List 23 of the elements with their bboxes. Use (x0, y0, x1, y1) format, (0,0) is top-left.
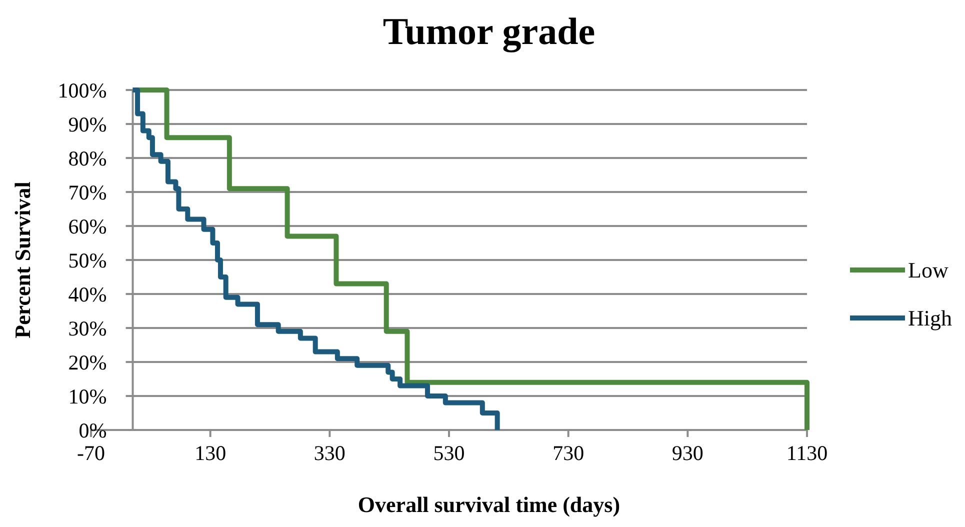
x-tick-label: 130 (194, 441, 226, 465)
x-tick-label: 930 (672, 441, 704, 465)
legend-label: High (908, 306, 952, 331)
x-tick-label: 1130 (786, 441, 828, 465)
y-tick-label: 10% (68, 384, 107, 408)
y-tick-label: 30% (68, 316, 107, 340)
x-tick-label: -70 (77, 441, 105, 465)
y-tick-label: 80% (68, 146, 107, 170)
y-tick-label: 50% (68, 248, 107, 272)
y-tick-label: 70% (68, 180, 107, 204)
y-tick-label: 0% (78, 418, 107, 442)
x-tick-label: 530 (433, 441, 465, 465)
x-tick-label: 330 (314, 441, 346, 465)
chart-title: Tumor grade (382, 11, 596, 53)
y-tick-label: 40% (68, 282, 107, 306)
y-tick-label: 90% (68, 112, 107, 136)
x-axis-title: Overall survival time (days) (358, 492, 620, 517)
y-tick-label: 60% (68, 214, 107, 238)
y-tick-label: 20% (68, 350, 107, 374)
y-axis-title: Percent Survival (10, 182, 35, 338)
y-tick-label: 100% (58, 78, 107, 102)
x-tick-label: 730 (552, 441, 584, 465)
legend-label: Low (908, 258, 948, 283)
